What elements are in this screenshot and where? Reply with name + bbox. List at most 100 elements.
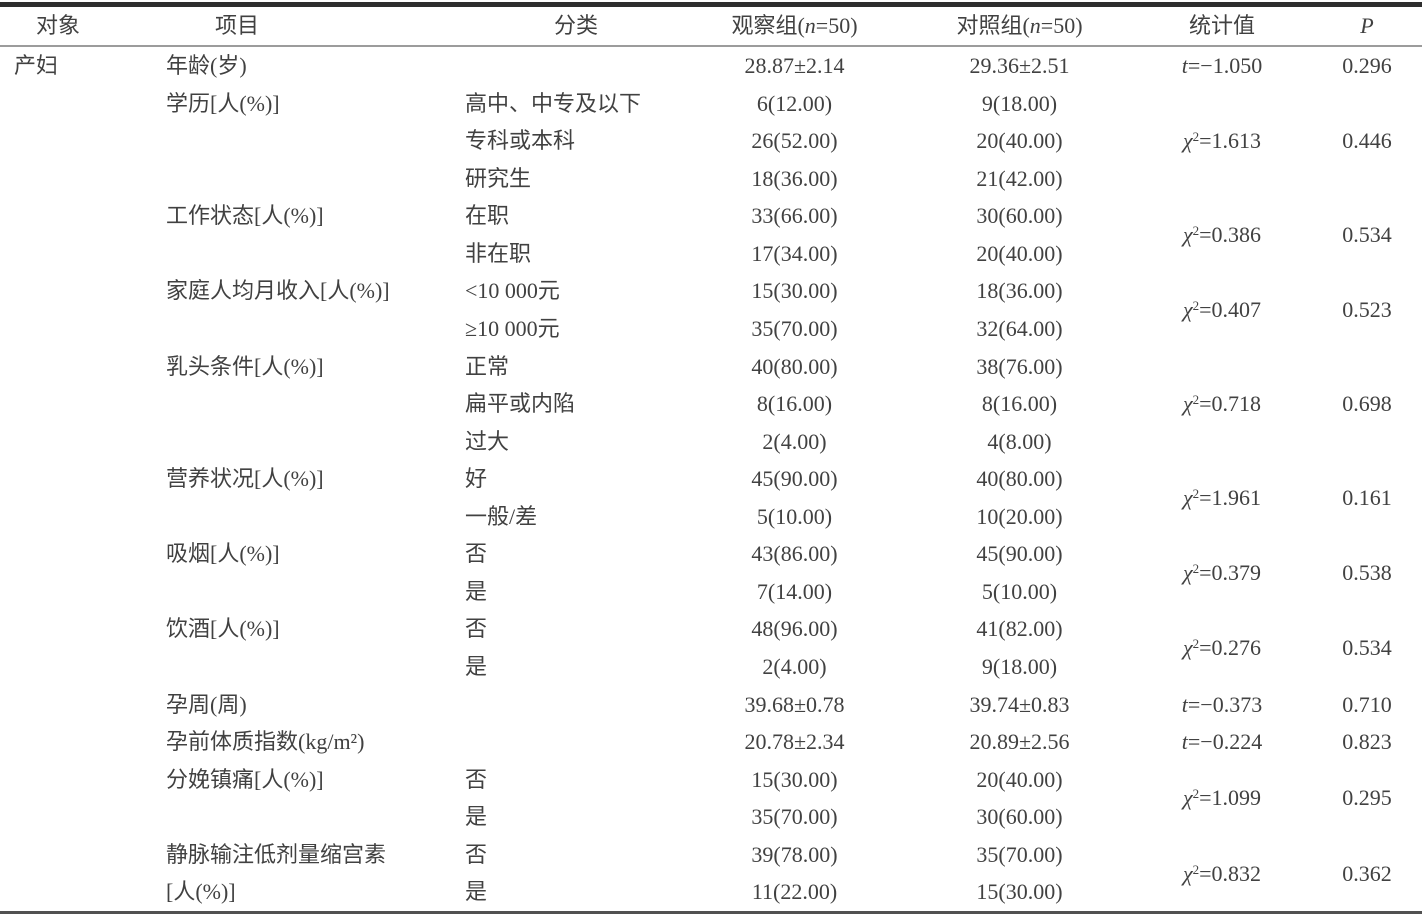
table-row: 工作状态[人(%)] 在职 33(66.00) 30(60.00) χ2=0.386 0.… [0, 197, 1422, 247]
statistic-equation: =0.407 [1199, 297, 1262, 323]
control-value-cell: 30(60.00) [976, 203, 1063, 229]
p-header-label: P [1360, 13, 1374, 38]
table-row: 孕前体质指数(kg/m²) 20.78±2.34 20.89±2.56 t=−0.22… [0, 723, 1422, 761]
control-value-cell: 35(70.00) [976, 841, 1063, 867]
statistic-symbol: χ [1182, 860, 1193, 886]
baseline-characteristics-table: 对象 项目 分类 观察组(n=50) 对照组(n=50) 统计值 P 产妇 年龄(… [0, 7, 1422, 914]
observation-value-cell: 48(96.00) [751, 616, 838, 642]
obs-header-n: n [804, 13, 816, 38]
statistic-symbol: χ [1182, 560, 1193, 586]
item-cell [155, 385, 450, 423]
statistic-equation: =0.276 [1199, 635, 1262, 661]
control-value-cell: 20(40.00) [976, 766, 1063, 792]
category-cell: 一般/差 [465, 503, 538, 529]
table-row: 产妇 年龄(岁) 28.87±2.14 29.36±2.51 t=−1.050 0.296 [0, 46, 1422, 85]
category-cell: 是 [465, 654, 488, 679]
category-cell: ≥10 000元 [465, 315, 560, 341]
table-row: 家庭人均月收入[人(%)] <10 000元 15(30.00) 18(36.00) χ… [0, 272, 1422, 322]
observation-value-cell: 35(70.00) [751, 315, 838, 341]
item-cell [155, 798, 450, 836]
statistic-symbol: t [1181, 691, 1188, 717]
table-row: 吸烟[人(%)] 否 43(86.00) 45(90.00) χ2=0.379 0.538 [0, 535, 1422, 585]
table-top-rule [0, 2, 1422, 7]
category-cell: 否 [465, 766, 488, 792]
table-row: 是 35(70.00) 30(60.00) [0, 798, 1422, 836]
table-row: 一般/差 5(10.00) 10(20.00) [0, 498, 1422, 536]
table-row: 扁平或内陷 8(16.00) 8(16.00) [0, 385, 1422, 423]
item-cell: 乳头条件[人(%)] [166, 353, 324, 379]
item-cell: 学历[人(%)] [166, 90, 280, 116]
item-cell: 吸烟[人(%)] [166, 541, 280, 567]
statistic-value-cell: χ2=0.832 [1132, 836, 1312, 913]
category-cell [450, 46, 682, 85]
p-value-cell: 0.446 [1342, 128, 1392, 154]
item-cell: 饮酒[人(%)] [166, 616, 280, 642]
item-cell: 年龄(岁) [166, 53, 247, 78]
statistic-value-cell: χ2=0.276 [1132, 610, 1312, 685]
control-value-cell: 41(82.00) [976, 616, 1063, 642]
category-cell: 扁平或内陷 [465, 391, 576, 417]
statistic-exponent: 2 [1192, 636, 1200, 652]
statistic-exponent: 2 [1192, 485, 1200, 501]
table-row: ≥10 000元 35(70.00) 32(64.00) [0, 310, 1422, 348]
statistic-symbol: χ [1182, 128, 1193, 154]
statistic-symbol: χ [1182, 222, 1193, 248]
col-header-subject: 对象 [0, 7, 155, 47]
item-cell: 静脉输注低剂量缩宫素 [166, 841, 387, 867]
col-header-item: 项目 [155, 7, 450, 47]
statistic-value-cell: t=−0.224 [1132, 723, 1312, 761]
control-value-cell: 9(18.00) [981, 90, 1058, 116]
statistic-exponent: 2 [1192, 392, 1200, 408]
obs-header-post: =50) [815, 13, 858, 38]
statistic-equation: =0.386 [1199, 222, 1262, 248]
col-header-statistic: 统计值 [1132, 7, 1312, 47]
category-cell: <10 000元 [465, 278, 560, 304]
control-value-cell: 9(18.00) [981, 654, 1058, 679]
observation-value-cell: 15(30.00) [751, 766, 838, 792]
col-header-control-group: 对照组(n=50) [907, 7, 1132, 47]
item-cell: [人(%)] [166, 879, 236, 905]
observation-value-cell: 2(4.00) [762, 428, 827, 454]
control-value-cell: 32(64.00) [976, 315, 1063, 341]
control-value-cell: 20(40.00) [976, 240, 1063, 266]
table-row: 分娩镇痛[人(%)] 否 15(30.00) 20(40.00) χ2=1.099 0.2… [0, 761, 1422, 811]
table-row: 过大 2(4.00) 4(8.00) [0, 423, 1422, 461]
item-cell: 家庭人均月收入[人(%)] [166, 278, 390, 304]
category-cell: 否 [465, 541, 488, 567]
item-cell [155, 310, 450, 348]
control-value-cell: 18(36.00) [976, 278, 1063, 304]
ctrl-header-post: =50) [1040, 13, 1083, 38]
category-cell: 正常 [465, 353, 510, 379]
observation-value-cell: 11(22.00) [751, 879, 838, 905]
control-value-cell: 40(80.00) [976, 466, 1063, 492]
observation-value-cell: 26(52.00) [751, 128, 838, 154]
statistic-equation: =1.613 [1199, 128, 1262, 154]
table-row: 孕周(周) 39.68±0.78 39.74±0.83 t=−0.373 0.710 [0, 686, 1422, 724]
statistic-value-cell: χ2=1.961 [1132, 460, 1312, 535]
statistic-exponent: 2 [1192, 129, 1200, 145]
statistic-symbol: χ [1182, 391, 1193, 417]
statistic-value-cell: χ2=1.099 [1132, 761, 1312, 836]
p-value-cell: 0.161 [1342, 484, 1392, 510]
p-value-cell: 0.534 [1342, 635, 1392, 661]
table-row: 静脉输注低剂量缩宫素 否 39(78.00) 35(70.00) χ2=0.832 0.3… [0, 836, 1422, 886]
observation-value-cell: 2(4.00) [762, 654, 827, 679]
control-value-cell: 45(90.00) [976, 541, 1063, 567]
control-value-cell: 20(40.00) [976, 128, 1063, 154]
statistic-symbol: χ [1182, 484, 1193, 510]
category-cell: 否 [465, 841, 488, 867]
statistic-value-cell: χ2=0.718 [1132, 348, 1312, 461]
category-cell: 非在职 [465, 240, 532, 266]
statistic-equation: =−1.050 [1187, 53, 1263, 78]
category-cell: 高中、中专及以下 [465, 90, 642, 116]
header-row: 对象 项目 分类 观察组(n=50) 对照组(n=50) 统计值 P [0, 7, 1422, 47]
p-value-cell: 0.698 [1342, 391, 1392, 417]
observation-value-cell: 6(12.00) [756, 90, 833, 116]
category-cell: 是 [465, 879, 488, 905]
control-value-cell: 5(10.00) [981, 578, 1058, 604]
statistic-symbol: t [1181, 729, 1188, 755]
observation-value-cell: 8(16.00) [756, 391, 833, 417]
statistic-equation: =−0.373 [1187, 691, 1263, 717]
p-value-cell: 0.538 [1342, 560, 1392, 586]
observation-value-cell: 17(34.00) [751, 240, 838, 266]
